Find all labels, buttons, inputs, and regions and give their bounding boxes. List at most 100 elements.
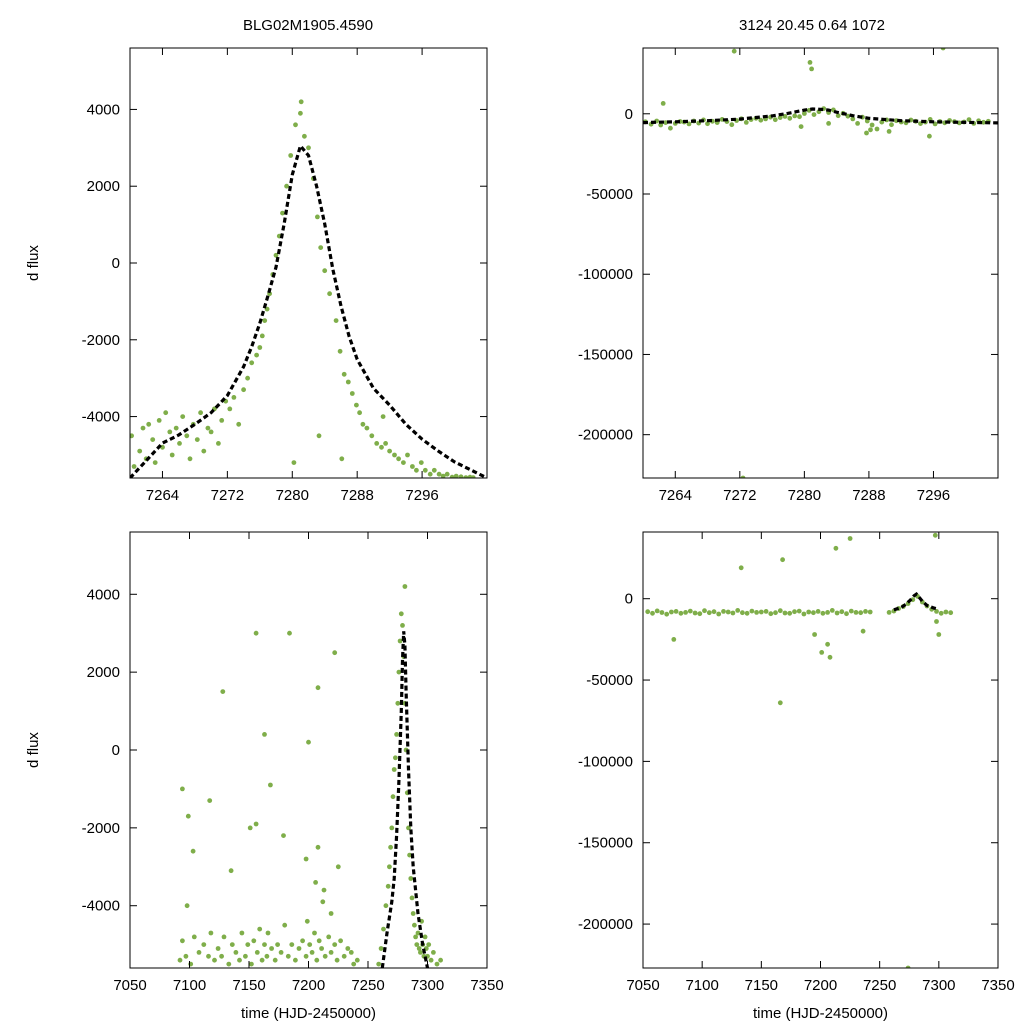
x-tick-label: 7272 bbox=[723, 487, 756, 504]
data-point bbox=[337, 348, 343, 354]
data-point bbox=[131, 464, 137, 469]
data-point bbox=[729, 122, 735, 128]
panel-bottom-left: 7050 7100 7150 7200 7250 7300 7350 -4000 -2000 0 2… bbox=[25, 531, 504, 1022]
data-points bbox=[130, 99, 476, 478]
data-point bbox=[228, 868, 234, 874]
data-point bbox=[444, 471, 450, 477]
data-point bbox=[333, 318, 339, 323]
data-point bbox=[293, 122, 298, 128]
data-point bbox=[327, 291, 332, 297]
data-point bbox=[180, 938, 185, 944]
data-point bbox=[309, 950, 315, 955]
x-tick-label: 7350 bbox=[470, 977, 503, 994]
data-point bbox=[227, 406, 233, 412]
y-tick-label: 0 bbox=[625, 591, 633, 608]
data-point bbox=[422, 467, 428, 473]
panel-bottom-right: 7050 7100 7150 7200 7250 7300 7350 -200000 -1500… bbox=[578, 531, 1015, 1022]
data-point bbox=[354, 957, 360, 963]
data-point bbox=[229, 942, 235, 947]
data-point bbox=[328, 911, 334, 916]
data-point bbox=[396, 669, 402, 675]
y-tick-label: -200000 bbox=[578, 916, 633, 933]
data-point bbox=[927, 133, 932, 139]
data-points bbox=[645, 532, 954, 968]
y-tick-label: -4000 bbox=[82, 409, 120, 426]
data-point bbox=[738, 565, 744, 571]
data-point bbox=[321, 887, 327, 893]
data-point bbox=[212, 957, 217, 963]
data-point bbox=[422, 934, 428, 940]
data-point bbox=[196, 950, 202, 955]
data-point bbox=[390, 794, 396, 800]
data-point bbox=[772, 117, 778, 123]
data-point bbox=[721, 609, 726, 614]
data-point bbox=[825, 610, 830, 615]
data-point bbox=[812, 632, 817, 637]
data-point bbox=[431, 950, 436, 955]
y-tick-label: -2000 bbox=[82, 332, 120, 349]
data-point bbox=[669, 609, 674, 615]
data-point bbox=[185, 813, 191, 819]
data-point bbox=[313, 880, 318, 885]
data-point bbox=[201, 448, 207, 454]
y-tick-label: 2000 bbox=[87, 664, 120, 681]
x-tick-label: 7100 bbox=[685, 977, 718, 994]
y-tick-label: -4000 bbox=[82, 898, 120, 915]
data-point bbox=[410, 464, 415, 469]
data-point bbox=[787, 115, 793, 121]
data-point bbox=[668, 125, 673, 131]
data-point bbox=[380, 414, 386, 419]
data-point bbox=[293, 957, 298, 963]
data-point bbox=[254, 352, 259, 358]
data-point bbox=[184, 433, 190, 439]
data-point bbox=[658, 122, 664, 128]
data-point bbox=[410, 911, 416, 916]
data-point bbox=[749, 608, 755, 614]
data-point bbox=[360, 421, 366, 427]
data-point bbox=[754, 610, 759, 615]
data-point bbox=[868, 127, 873, 133]
y-tick-label: -150000 bbox=[578, 835, 633, 852]
data-point bbox=[405, 452, 410, 458]
data-point bbox=[886, 129, 892, 134]
data-point bbox=[177, 441, 182, 446]
data-point bbox=[335, 864, 341, 870]
data-point bbox=[416, 946, 422, 951]
data-point bbox=[848, 608, 854, 614]
data-point bbox=[281, 833, 286, 838]
data-point bbox=[208, 429, 214, 435]
data-point bbox=[886, 610, 892, 615]
data-point bbox=[130, 433, 134, 439]
data-point bbox=[302, 133, 307, 139]
y-tick-label: -50000 bbox=[586, 186, 633, 203]
data-point bbox=[249, 961, 254, 967]
data-point bbox=[328, 950, 334, 955]
data-point bbox=[388, 844, 393, 850]
data-point bbox=[763, 609, 769, 614]
data-point bbox=[807, 60, 813, 65]
data-point bbox=[438, 957, 443, 963]
data-point bbox=[219, 418, 225, 423]
data-point bbox=[253, 630, 259, 636]
x-tick-label: 7250 bbox=[863, 977, 896, 994]
data-point bbox=[687, 608, 693, 614]
data-point bbox=[796, 608, 802, 614]
data-point bbox=[860, 628, 866, 634]
y-axis-label: d flux bbox=[25, 245, 42, 281]
data-point bbox=[322, 953, 328, 959]
data-point bbox=[853, 610, 859, 615]
data-point bbox=[400, 623, 405, 628]
data-point bbox=[740, 475, 746, 478]
data-point bbox=[326, 934, 332, 940]
data-point bbox=[374, 441, 380, 446]
data-point bbox=[932, 532, 938, 538]
data-point bbox=[948, 610, 954, 616]
data-point bbox=[150, 437, 156, 442]
data-point bbox=[889, 122, 894, 128]
panel-top-left: 7264 7272 7280 7288 7296 -4000 -2000 0 2000 4000 d… bbox=[25, 47, 488, 504]
data-point bbox=[858, 610, 864, 616]
data-point bbox=[705, 121, 710, 127]
data-point bbox=[376, 961, 382, 967]
data-point bbox=[383, 903, 389, 909]
data-point bbox=[262, 942, 267, 947]
